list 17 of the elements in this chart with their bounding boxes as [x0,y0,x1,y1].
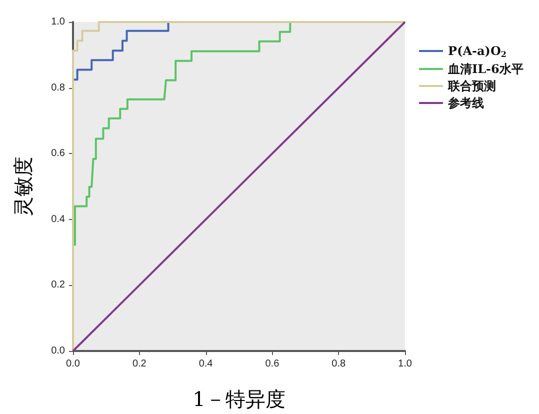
legend-label: 参考线 [447,96,484,110]
y-tick-label: 1.0 [51,16,66,28]
x-tick-label: 0.8 [332,358,346,370]
y-axis-title: 灵敏度 [11,156,35,216]
legend-label: 联合预测 [447,79,496,93]
x-tick-label: 0.2 [132,358,147,370]
y-tick-label: 0.0 [51,346,66,356]
x-axis-title: 1－特异度 [192,387,286,411]
x-tick-label: 0.6 [265,358,280,370]
x-tick-label: 0.4 [198,358,214,370]
y-tick-label: 0.8 [51,82,66,94]
x-tick-label: 0.0 [66,358,80,370]
x-tick-label: 1.0 [398,358,412,370]
y-tick-label: 0.6 [51,148,66,160]
legend-label: 血清IL-6水平 [447,62,524,76]
y-tick-label: 0.2 [51,280,66,291]
y-tick-label: 0.4 [51,214,66,225]
